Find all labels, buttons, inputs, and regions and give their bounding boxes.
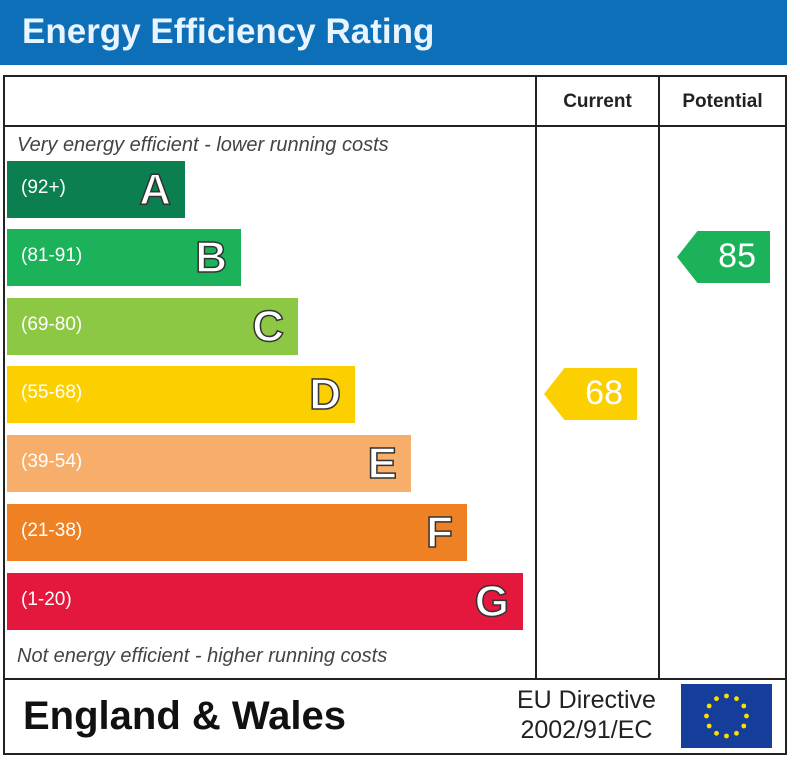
band-range: (92+) — [21, 177, 66, 198]
eu-directive: EU Directive 2002/91/EC — [517, 685, 656, 745]
band-e: (39-54) E — [7, 435, 411, 492]
potential-rating-value: 85 — [718, 237, 756, 275]
rating-table: Current Potential Very energy efficient … — [3, 75, 787, 755]
band-range: (39-54) — [21, 451, 83, 472]
top-caption: Very energy efficient - lower running co… — [17, 134, 389, 156]
directive-line1: EU Directive — [517, 686, 656, 714]
band-range: (69-80) — [21, 314, 83, 335]
band-letter: C — [251, 301, 284, 352]
bottom-caption: Not energy efficient - higher running co… — [17, 645, 388, 667]
band-letter: D — [308, 369, 341, 420]
band-range: (1-20) — [21, 589, 72, 610]
band-letter: G — [474, 576, 510, 627]
band-c: (69-80) C — [7, 298, 298, 355]
current-rating-arrow: 68 — [544, 368, 637, 420]
column-divider — [535, 77, 537, 680]
band-range: (81-91) — [21, 245, 83, 266]
band-range: (21-38) — [21, 520, 83, 541]
band-g: (1-20) G — [7, 573, 523, 630]
eu-flag-icon — [681, 684, 772, 748]
band-letter: E — [367, 438, 398, 489]
potential-rating-arrow: 85 — [677, 231, 770, 283]
current-rating-value: 68 — [585, 374, 623, 412]
band-range: (55-68) — [21, 382, 83, 403]
band-letter: A — [138, 164, 171, 215]
directive-line2: 2002/91/EC — [520, 716, 653, 744]
column-header-potential: Potential — [682, 91, 763, 112]
column-header-current: Current — [563, 91, 632, 112]
title-banner: Energy Efficiency Rating — [0, 0, 787, 65]
band-d: (55-68) D — [7, 366, 355, 423]
band-f: (21-38) F — [7, 504, 467, 561]
band-letter: B — [194, 232, 227, 283]
band-a: (92+) A — [7, 161, 185, 218]
footer-divider — [5, 678, 785, 680]
chart-title: Energy Efficiency Rating — [22, 12, 435, 51]
header-divider — [5, 125, 785, 127]
band-b: (81-91) B — [7, 229, 241, 286]
band-letter: F — [425, 507, 453, 558]
region-label: England & Wales — [23, 694, 347, 738]
column-divider — [658, 77, 660, 680]
